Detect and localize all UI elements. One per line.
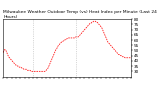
Text: Milwaukee Weather Outdoor Temp (vs) Heat Index per Minute (Last 24 Hours): Milwaukee Weather Outdoor Temp (vs) Heat… bbox=[3, 10, 157, 19]
